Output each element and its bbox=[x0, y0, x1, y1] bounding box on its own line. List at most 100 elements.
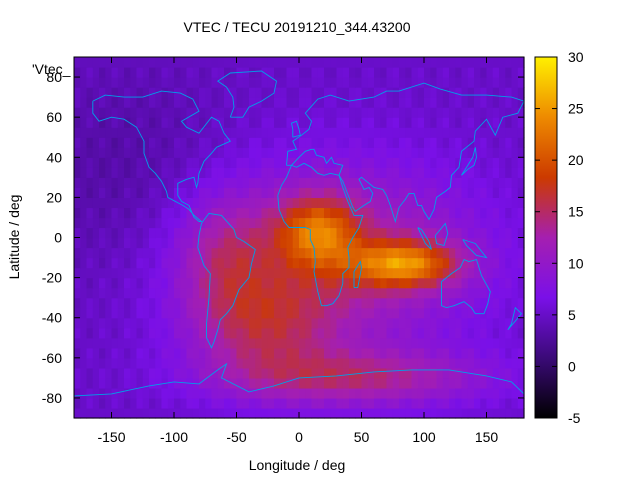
heatmap-cell bbox=[180, 297, 188, 309]
heatmap-cell bbox=[230, 287, 238, 299]
heatmap-cell bbox=[230, 137, 238, 148]
heatmap-cell bbox=[267, 407, 275, 419]
heatmap-cell bbox=[224, 187, 231, 198]
heatmap-cell bbox=[274, 277, 281, 289]
heatmap-cell bbox=[136, 147, 144, 158]
heatmap-cell bbox=[342, 257, 350, 269]
heatmap-cell bbox=[99, 77, 106, 88]
heatmap-cell bbox=[261, 67, 269, 78]
heatmap-cell bbox=[130, 187, 138, 198]
heatmap-cell bbox=[480, 57, 488, 68]
heatmap-cell bbox=[105, 227, 113, 239]
heatmap-cell bbox=[111, 397, 119, 409]
heatmap-cell bbox=[455, 157, 463, 168]
heatmap-cell bbox=[499, 327, 506, 339]
heatmap-cell bbox=[299, 257, 306, 269]
heatmap-cell bbox=[517, 327, 525, 339]
heatmap-cell bbox=[517, 357, 525, 369]
heatmap-cell bbox=[224, 147, 231, 158]
heatmap-cell bbox=[492, 277, 500, 289]
heatmap-cell bbox=[261, 227, 269, 239]
heatmap-cell bbox=[199, 367, 206, 379]
heatmap-cell bbox=[192, 397, 200, 409]
heatmap-cell bbox=[92, 377, 100, 389]
heatmap-cell bbox=[124, 197, 131, 209]
heatmap-cell bbox=[167, 257, 175, 269]
heatmap-cell bbox=[361, 247, 369, 259]
colorbar-tick-label: -5 bbox=[568, 410, 581, 426]
heatmap-cell bbox=[274, 357, 281, 369]
heatmap-cell bbox=[299, 197, 306, 209]
heatmap-cell bbox=[99, 197, 106, 209]
heatmap-cell bbox=[336, 407, 344, 419]
heatmap-cell bbox=[436, 247, 444, 259]
heatmap-cell bbox=[499, 127, 506, 138]
heatmap-cell bbox=[330, 207, 338, 219]
greenland-coast bbox=[216, 70, 278, 118]
heatmap-cell bbox=[311, 157, 319, 168]
heatmap-cell bbox=[136, 377, 144, 389]
sumatra-coast bbox=[417, 227, 432, 250]
heatmap-cell bbox=[267, 117, 275, 128]
heatmap-cell bbox=[249, 67, 256, 78]
heatmap-cell bbox=[286, 357, 294, 369]
heatmap-cell bbox=[74, 387, 81, 399]
heatmap-cell bbox=[211, 367, 219, 379]
heatmap-cell bbox=[105, 287, 113, 299]
heatmap-cell bbox=[380, 137, 388, 148]
heatmap-cell bbox=[99, 107, 106, 118]
heatmap-cell bbox=[80, 307, 88, 319]
heatmap-cell bbox=[186, 397, 194, 409]
heatmap-cell bbox=[167, 57, 175, 68]
heatmap-cell bbox=[517, 257, 525, 269]
heatmap-cell bbox=[274, 397, 281, 409]
heatmap-cell bbox=[255, 337, 263, 349]
heatmap-cell bbox=[305, 197, 313, 209]
heatmap-cell bbox=[280, 207, 288, 219]
heatmap-cell bbox=[311, 57, 319, 68]
heatmap-cell bbox=[330, 167, 338, 178]
heatmap-cell bbox=[155, 407, 163, 419]
heatmap-cell bbox=[386, 147, 394, 158]
heatmap-cell bbox=[224, 317, 231, 329]
heatmap-cell bbox=[517, 297, 525, 309]
heatmap-cell bbox=[511, 357, 519, 369]
heatmap-cell bbox=[455, 97, 463, 108]
heatmap-cell bbox=[111, 327, 119, 339]
heatmap-cell bbox=[292, 157, 300, 168]
heatmap-cell bbox=[217, 317, 225, 329]
heatmap-cell bbox=[449, 377, 456, 389]
heatmap-cell bbox=[286, 157, 294, 168]
heatmap-cell bbox=[511, 137, 519, 148]
heatmap-cell bbox=[186, 207, 194, 219]
heatmap-cell bbox=[342, 117, 350, 128]
heatmap-cell bbox=[342, 307, 350, 319]
heatmap-cell bbox=[317, 67, 325, 78]
heatmap-cell bbox=[124, 277, 131, 289]
heatmap-cell bbox=[424, 97, 431, 108]
heatmap-cell bbox=[142, 317, 150, 329]
heatmap-cell bbox=[430, 207, 438, 219]
heatmap-cell bbox=[186, 297, 194, 309]
heatmap-cell bbox=[317, 367, 325, 379]
heatmap-cell bbox=[105, 367, 113, 379]
heatmap-cell bbox=[299, 77, 306, 88]
heatmap-cell bbox=[492, 57, 500, 68]
heatmap-cell bbox=[355, 67, 363, 78]
heatmap-cell bbox=[380, 387, 388, 399]
heatmap-cell bbox=[517, 167, 525, 178]
heatmap-cell bbox=[130, 347, 138, 359]
heatmap-cell bbox=[361, 357, 369, 369]
heatmap-cell bbox=[224, 167, 231, 178]
heatmap-cell bbox=[386, 177, 394, 188]
heatmap-cell bbox=[330, 107, 338, 118]
heatmap-cell bbox=[330, 367, 338, 379]
heatmap-cell bbox=[374, 317, 381, 329]
heatmap-cell bbox=[224, 397, 231, 409]
heatmap-cell bbox=[155, 327, 163, 339]
heatmap-cell bbox=[174, 377, 181, 389]
heatmap-cell bbox=[324, 117, 331, 128]
heatmap-cell bbox=[349, 357, 356, 369]
heatmap-cell bbox=[111, 277, 119, 289]
heatmap-cell bbox=[349, 337, 356, 349]
